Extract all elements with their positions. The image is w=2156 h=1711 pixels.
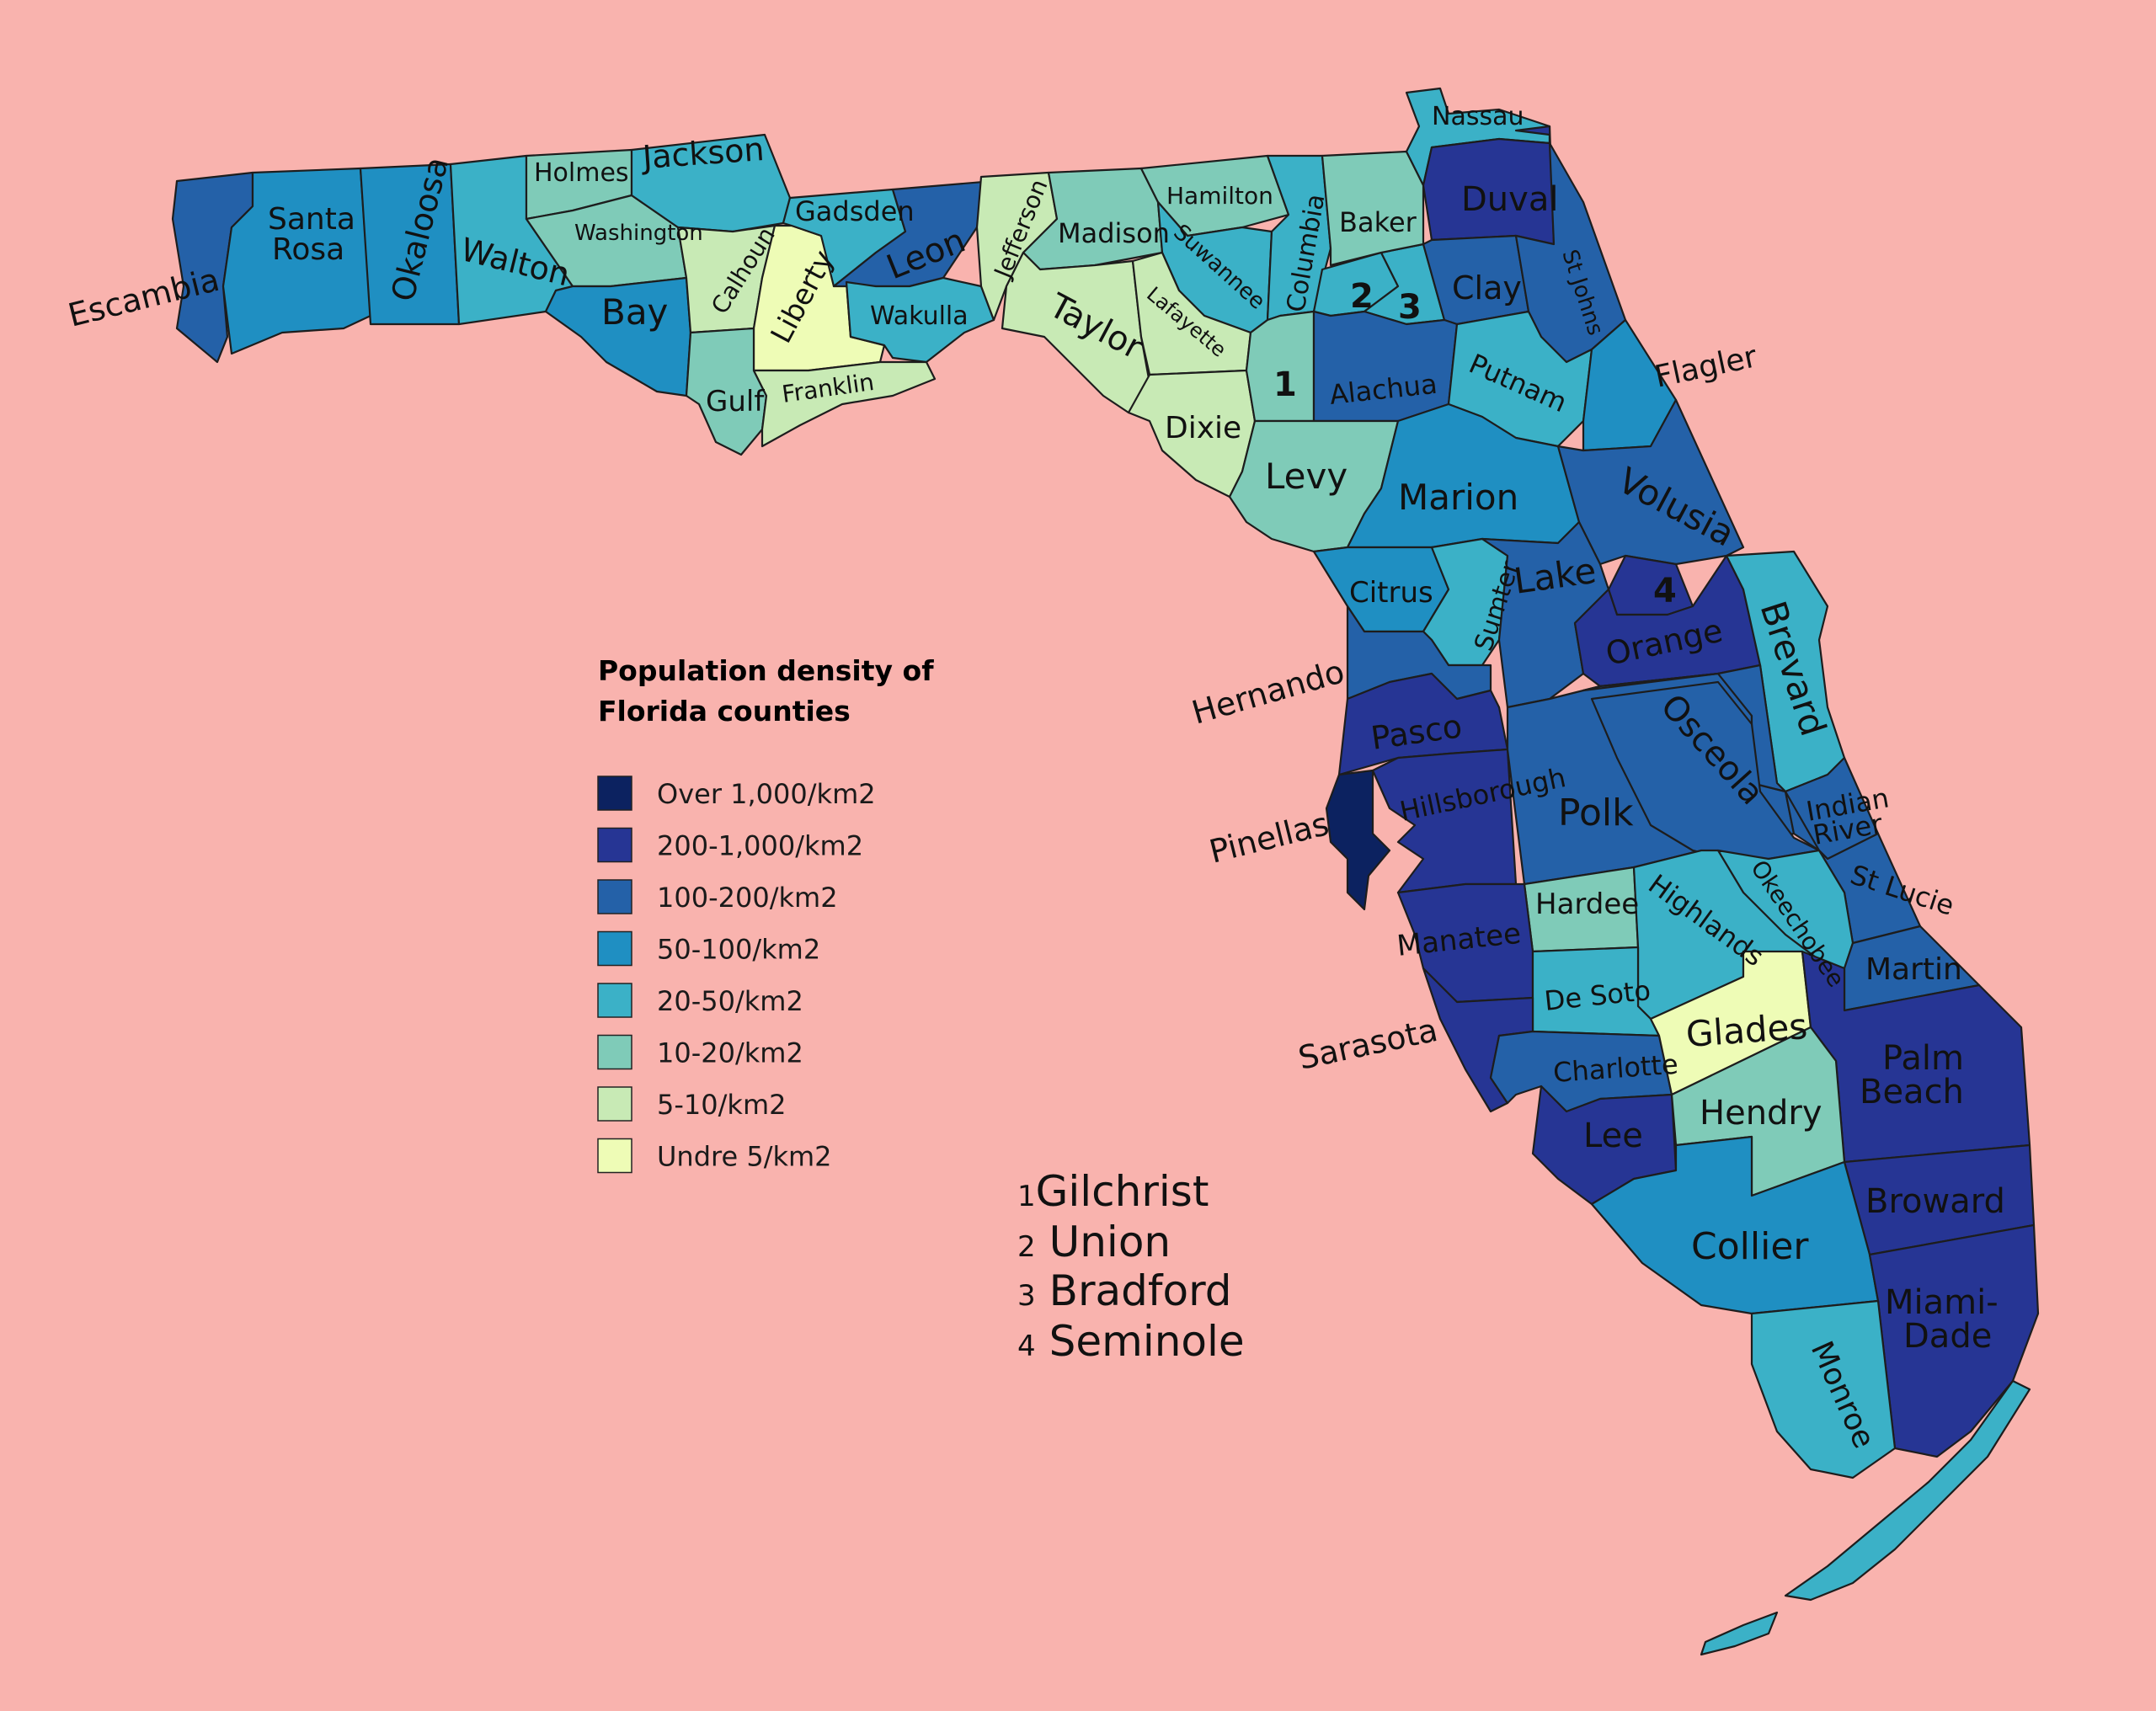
county-hillsborough[interactable] bbox=[1371, 748, 1518, 894]
label-washington: Washington bbox=[574, 221, 703, 246]
legend-title-line2: Florida counties bbox=[598, 695, 851, 728]
key-num-4: 4 bbox=[1017, 1330, 1036, 1363]
label-clay: Clay bbox=[1452, 269, 1522, 306]
key-name-3: Bradford bbox=[1049, 1266, 1232, 1315]
legend-swatch-4 bbox=[597, 983, 632, 1018]
legend-swatch-2 bbox=[597, 879, 632, 914]
county-duval[interactable] bbox=[1422, 125, 1556, 246]
label-miami-dade-2: Dade bbox=[1903, 1317, 1992, 1356]
county-monroe-keys-west bbox=[1700, 1611, 1779, 1656]
county-seminole[interactable] bbox=[1607, 554, 1694, 616]
key-name-4: Seminole bbox=[1049, 1317, 1245, 1366]
label-duval: Duval bbox=[1461, 180, 1558, 219]
legend-label-7: Undre 5/km2 bbox=[657, 1141, 832, 1173]
legend-swatch-6 bbox=[597, 1086, 632, 1122]
legend-label-1: 200-1,000/km2 bbox=[657, 830, 863, 862]
label-holmes: Holmes bbox=[534, 158, 629, 188]
county-gulf[interactable] bbox=[685, 327, 768, 456]
key-entry-seminole: 4 Seminole bbox=[1017, 1317, 1245, 1366]
legend-label-5: 10-20/km2 bbox=[657, 1037, 803, 1069]
key-entry-union: 2 Union bbox=[1017, 1218, 1171, 1266]
label-polk: Polk bbox=[1558, 792, 1634, 834]
label-glades: Glades bbox=[1684, 1005, 1808, 1055]
label-hardee: Hardee bbox=[1535, 887, 1639, 921]
label-flagler: Flagler bbox=[1652, 339, 1760, 395]
county-wakulla[interactable] bbox=[845, 276, 995, 364]
legend-swatch-5 bbox=[597, 1034, 632, 1070]
label-hernando: Hernando bbox=[1187, 653, 1348, 731]
label-wakulla: Wakulla bbox=[870, 301, 969, 331]
county-pinellas[interactable] bbox=[1325, 769, 1391, 911]
label-gilchrist-num: 1 bbox=[1273, 365, 1297, 404]
key-entry-bradford: 3 Bradford bbox=[1017, 1266, 1232, 1315]
label-palm-beach-1: Palm bbox=[1882, 1039, 1964, 1078]
label-pinellas: Pinellas bbox=[1206, 805, 1333, 871]
label-palm-beach-2: Beach bbox=[1860, 1073, 1964, 1111]
label-marion: Marion bbox=[1398, 477, 1518, 518]
key-num-1: 1 bbox=[1017, 1180, 1036, 1213]
county-monroe-keys bbox=[1784, 1379, 2031, 1602]
label-broward: Broward bbox=[1865, 1182, 2005, 1221]
label-hamilton: Hamilton bbox=[1166, 182, 1273, 210]
county-shapes bbox=[171, 87, 2040, 1656]
label-seminole-num: 4 bbox=[1653, 572, 1677, 610]
county-monroe[interactable] bbox=[1750, 1299, 1897, 1479]
label-dixie: Dixie bbox=[1165, 411, 1241, 445]
key-entry-gilchrist: 1Gilchrist bbox=[1017, 1167, 1209, 1216]
legend-title-line1: Population density of bbox=[598, 654, 934, 687]
legend-label-2: 100-200/km2 bbox=[657, 882, 838, 914]
label-sarasota: Sarasota bbox=[1295, 1011, 1441, 1077]
label-miami-dade-1: Miami- bbox=[1885, 1283, 1999, 1322]
county-franklin[interactable] bbox=[752, 360, 937, 448]
legend-label-4: 20-50/km2 bbox=[657, 985, 803, 1017]
label-santa-rosa-2: Rosa bbox=[272, 232, 344, 267]
legend-swatch-7 bbox=[597, 1138, 632, 1174]
label-hendry: Hendry bbox=[1700, 1094, 1822, 1133]
key-name-2: Union bbox=[1049, 1218, 1171, 1266]
key-num-3: 3 bbox=[1017, 1279, 1036, 1313]
county-pasco[interactable] bbox=[1337, 672, 1509, 776]
label-nassau: Nassau bbox=[1432, 102, 1524, 131]
legend-swatch-0 bbox=[597, 776, 632, 811]
label-collier: Collier bbox=[1691, 1225, 1809, 1268]
key-name-1: Gilchrist bbox=[1036, 1167, 1209, 1216]
label-gulf: Gulf bbox=[706, 385, 765, 418]
label-gadsden: Gadsden bbox=[795, 195, 915, 227]
county-collier[interactable] bbox=[1590, 1135, 1880, 1315]
legend-label-0: Over 1,000/km2 bbox=[657, 778, 876, 810]
label-jackson: Jackson bbox=[640, 131, 766, 176]
number-key: 1Gilchrist 2 Union 3 Bradford 4 Seminole bbox=[1017, 1167, 1245, 1366]
key-num-2: 2 bbox=[1017, 1230, 1036, 1264]
label-bradford-num: 3 bbox=[1398, 288, 1422, 327]
label-santa-rosa-1: Santa bbox=[268, 202, 355, 237]
legend-label-6: 5-10/km2 bbox=[657, 1089, 786, 1121]
label-bay: Bay bbox=[601, 291, 668, 333]
label-levy: Levy bbox=[1265, 456, 1348, 497]
legend-swatch-1 bbox=[597, 827, 632, 863]
legend: Population density of Florida counties O… bbox=[597, 654, 934, 1174]
label-citrus: Citrus bbox=[1349, 576, 1433, 610]
legend-label-3: 50-100/km2 bbox=[657, 934, 820, 966]
legend-items: Over 1,000/km2 200-1,000/km2 100-200/km2 50… bbox=[597, 776, 876, 1174]
label-madison: Madison bbox=[1058, 217, 1170, 249]
label-baker: Baker bbox=[1339, 206, 1417, 238]
label-martin: Martin bbox=[1865, 952, 1962, 987]
label-union-num: 2 bbox=[1350, 277, 1374, 316]
label-lee: Lee bbox=[1583, 1117, 1643, 1155]
legend-swatch-3 bbox=[597, 930, 632, 967]
